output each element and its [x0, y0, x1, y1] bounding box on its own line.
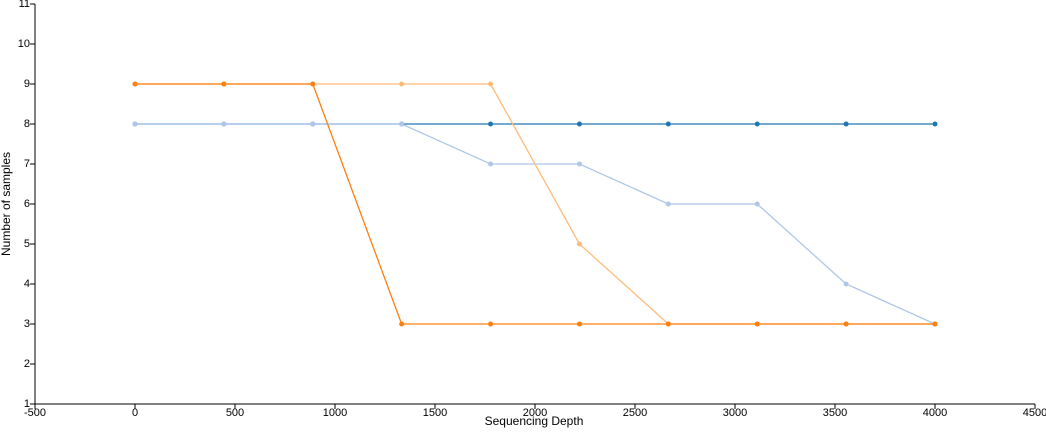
data-point	[843, 281, 849, 287]
data-point	[399, 321, 405, 327]
data-point	[488, 321, 494, 327]
x-tick-label: 1500	[423, 407, 447, 419]
data-point	[576, 241, 582, 247]
data-point	[932, 321, 938, 327]
y-tick-label: 5	[24, 238, 30, 250]
x-tick-label: -500	[24, 407, 46, 419]
data-point	[843, 321, 849, 327]
data-point	[399, 121, 405, 127]
x-tick-label: 500	[226, 407, 244, 419]
data-point	[665, 321, 671, 327]
y-tick-label: 1	[24, 398, 30, 410]
x-tick-label: 2000	[523, 407, 547, 419]
x-tick-label: 1000	[323, 407, 347, 419]
data-point	[310, 121, 316, 127]
data-point	[488, 81, 494, 87]
x-tick-label: 3500	[823, 407, 847, 419]
y-tick-label: 10	[18, 38, 30, 50]
data-point	[754, 201, 760, 207]
series-line	[135, 83, 935, 325]
data-point	[665, 121, 671, 127]
series-line	[135, 83, 935, 325]
data-point	[488, 121, 494, 127]
x-tick-label: 2500	[623, 407, 647, 419]
y-tick-label: 11	[19, 0, 30, 10]
data-point	[665, 201, 671, 207]
y-tick-label: 6	[24, 198, 30, 210]
y-tick-label: 3	[24, 318, 30, 330]
data-point	[932, 121, 938, 127]
data-point	[576, 121, 582, 127]
y-tick-label: 4	[24, 278, 30, 290]
y-axis-title: Number of samples	[0, 152, 13, 256]
x-tick-label: 3000	[723, 407, 747, 419]
data-point	[310, 81, 316, 87]
x-axis-title: Sequencing Depth	[485, 414, 584, 428]
data-point	[399, 81, 405, 87]
x-tick-label: 4500	[1023, 407, 1046, 419]
y-tick-label: 2	[24, 358, 30, 370]
x-tick-label: 0	[132, 407, 138, 419]
data-point	[843, 121, 849, 127]
y-tick-label: 7	[24, 158, 30, 170]
y-tick-label: 8	[24, 118, 30, 130]
data-point	[754, 121, 760, 127]
data-point	[132, 121, 138, 127]
series-line	[135, 123, 936, 325]
y-tick-label: 9	[24, 78, 30, 90]
x-tick-label: 4000	[923, 407, 947, 419]
data-point	[221, 81, 227, 87]
data-point	[576, 161, 582, 167]
data-point	[221, 121, 227, 127]
data-point	[576, 321, 582, 327]
data-point	[488, 161, 494, 167]
data-point	[754, 321, 760, 327]
data-point	[132, 81, 138, 87]
